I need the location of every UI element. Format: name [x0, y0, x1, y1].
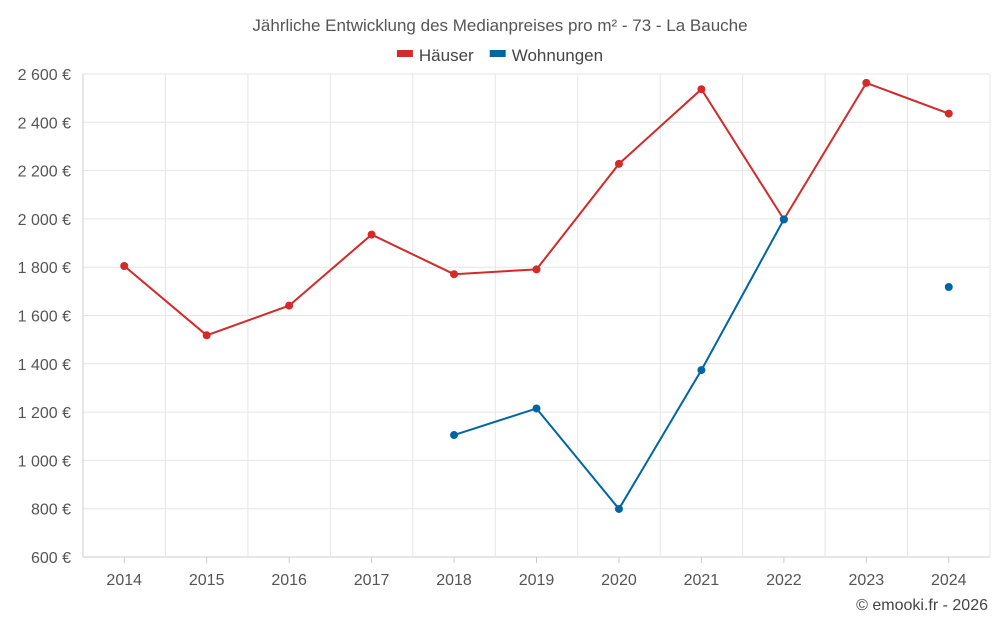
- data-point[interactable]: [532, 404, 541, 413]
- data-point[interactable]: [450, 270, 459, 279]
- x-tick-label: 2017: [354, 572, 390, 589]
- data-point[interactable]: [202, 331, 211, 340]
- legend-swatch: [489, 50, 506, 57]
- chart-title: Jährliche Entwicklung des Medianpreises …: [252, 16, 747, 35]
- series-wohnungen: [450, 215, 953, 513]
- x-tick-label: 2022: [766, 572, 802, 589]
- legend-label: Wohnungen: [512, 46, 603, 65]
- x-tick-label: 2024: [931, 572, 967, 589]
- y-tick-label: 2 000 €: [18, 212, 71, 229]
- data-point[interactable]: [614, 159, 623, 168]
- y-tick-label: 1 200 €: [18, 405, 71, 422]
- x-tick-label: 2023: [849, 572, 885, 589]
- legend-label: Häuser: [419, 46, 474, 65]
- data-point[interactable]: [944, 109, 953, 118]
- legend-swatch: [396, 50, 413, 57]
- x-tick-label: 2015: [189, 572, 225, 589]
- x-tick-label: 2020: [601, 572, 637, 589]
- x-axis: 2014 2015 2016 2017 2018 2019 2020 2021 2022 2023…: [106, 557, 967, 589]
- x-tick-label: 2019: [519, 572, 555, 589]
- series-layer: [120, 78, 953, 513]
- x-tick-label: 2014: [106, 572, 142, 589]
- y-axis: 600 € 800 € 1 000 € 1 200 € 1 400 € 1 600 € 1 …: [18, 67, 71, 567]
- series-häuser: [120, 78, 953, 340]
- y-tick-label: 1 800 €: [18, 260, 71, 277]
- data-point[interactable]: [285, 301, 294, 310]
- data-point[interactable]: [367, 230, 376, 239]
- y-tick-label: 600 €: [31, 550, 71, 567]
- x-tick-label: 2021: [684, 572, 720, 589]
- y-tick-label: 2 200 €: [18, 164, 71, 181]
- y-tick-label: 800 €: [31, 502, 71, 519]
- grid: [82, 73, 991, 558]
- data-point[interactable]: [862, 78, 871, 87]
- y-tick-label: 1 600 €: [18, 309, 71, 326]
- data-point[interactable]: [450, 431, 459, 440]
- legend: Häuser Wohnungen: [396, 46, 603, 65]
- x-tick-label: 2018: [436, 572, 472, 589]
- data-point[interactable]: [779, 215, 788, 224]
- x-tick-label: 2016: [271, 572, 307, 589]
- y-tick-label: 1 000 €: [18, 453, 71, 470]
- y-tick-label: 2 400 €: [18, 115, 71, 132]
- data-point[interactable]: [614, 504, 623, 513]
- copyright-footer: © emooki.fr - 2026: [856, 597, 988, 614]
- y-tick-label: 1 400 €: [18, 357, 71, 374]
- data-point[interactable]: [532, 265, 541, 274]
- data-point[interactable]: [944, 283, 953, 292]
- data-point[interactable]: [120, 261, 129, 270]
- y-tick-label: 2 600 €: [18, 67, 71, 84]
- data-point[interactable]: [697, 366, 706, 375]
- data-point[interactable]: [697, 85, 706, 94]
